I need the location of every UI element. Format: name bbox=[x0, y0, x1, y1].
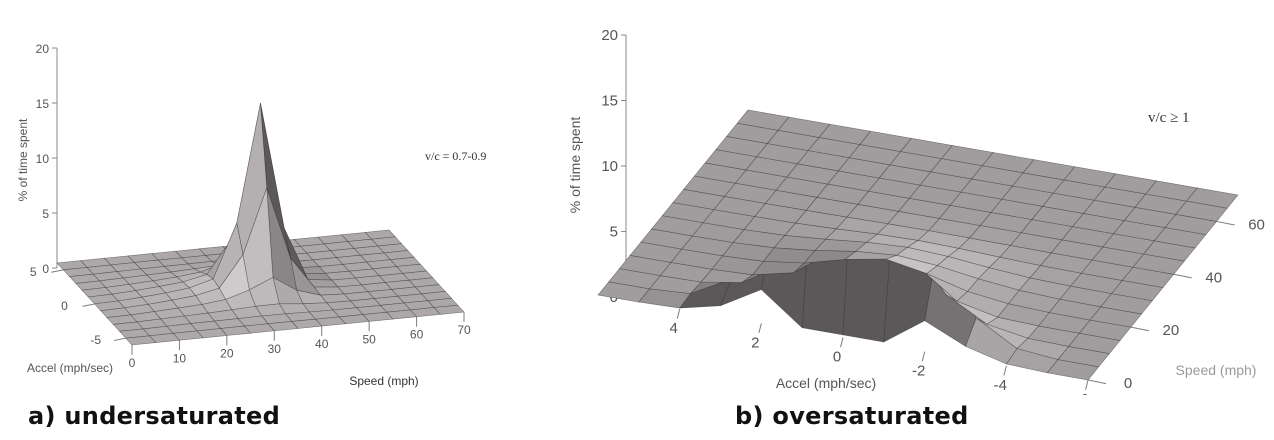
speed-tick-label: 20 bbox=[220, 347, 234, 361]
speed-tick-label: 60 bbox=[410, 328, 424, 342]
accel-tick-label: -6 bbox=[1075, 391, 1088, 395]
accel-tick-mark bbox=[1003, 365, 1007, 376]
accel-tick-mark bbox=[113, 337, 126, 342]
accel-tick-mark bbox=[82, 303, 95, 307]
speed-tick-label: 30 bbox=[268, 342, 282, 356]
chart-panel-undersaturated: 0 5 10 15 20% of time spent 0 10 20 30 40 50 60 70 -5… bbox=[0, 0, 540, 395]
speed-tick-mark bbox=[1173, 273, 1192, 279]
z-tick-label: 10 bbox=[36, 152, 50, 166]
speed-tick-mark bbox=[1216, 220, 1235, 226]
z-tick-label: 15 bbox=[601, 93, 618, 110]
z-axis-label: % of time spent bbox=[567, 117, 583, 214]
z-tick-label: 5 bbox=[42, 207, 49, 221]
z-tick-label: 20 bbox=[601, 27, 618, 44]
accel-axis-label: Accel (mph/sec) bbox=[776, 375, 876, 391]
vc-annotation: v/c = 0.7-0.9 bbox=[425, 149, 486, 163]
caption-oversaturated: b) oversaturated bbox=[735, 402, 969, 430]
accel-axis-label: Accel (mph/sec) bbox=[27, 361, 113, 375]
speed-tick-label: 20 bbox=[1163, 322, 1180, 339]
speed-tick-label: 50 bbox=[362, 332, 376, 346]
accel-tick-label: 2 bbox=[751, 334, 759, 351]
speed-axis-label: Speed (mph) bbox=[349, 374, 418, 388]
accel-tick-label: -4 bbox=[994, 377, 1007, 394]
surface-facet bbox=[736, 109, 790, 131]
speed-tick-mark bbox=[1130, 326, 1149, 332]
z-tick-label: 20 bbox=[36, 42, 50, 56]
speed-tick-label: 70 bbox=[457, 323, 471, 337]
accel-tick-mark bbox=[676, 309, 681, 319]
z-tick-label: 10 bbox=[601, 158, 618, 175]
z-tick-label: 15 bbox=[36, 97, 50, 111]
accel-tick-mark bbox=[921, 351, 926, 362]
speed-tick-label: 0 bbox=[129, 356, 136, 370]
accel-tick-mark bbox=[840, 337, 844, 348]
accel-tick-label: -5 bbox=[90, 333, 101, 347]
caption-undersaturated: a) undersaturated bbox=[28, 402, 281, 430]
accel-tick-label: 0 bbox=[833, 349, 841, 366]
accel-tick-label: 0 bbox=[61, 299, 68, 313]
speed-tick-mark bbox=[1087, 379, 1107, 385]
z-tick-label: 0 bbox=[42, 262, 49, 276]
accel-tick-mark bbox=[1085, 379, 1089, 390]
accel-tick-label: 5 bbox=[30, 265, 37, 279]
speed-tick-label: 40 bbox=[315, 337, 329, 351]
accel-tick-label: -2 bbox=[912, 363, 925, 380]
accel-tick-label: 4 bbox=[669, 320, 677, 337]
accel-tick-mark bbox=[758, 323, 762, 334]
z-axis-label: % of time spent bbox=[16, 118, 30, 201]
vc-annotation: v/c ≥ 1 bbox=[1148, 110, 1190, 126]
z-tick-label: 5 bbox=[610, 224, 618, 241]
speed-axis-label: Speed (mph) bbox=[1176, 362, 1257, 378]
speed-tick-label: 0 bbox=[1124, 375, 1132, 392]
accel-tick-mark bbox=[51, 269, 64, 273]
speed-tick-label: 60 bbox=[1248, 216, 1265, 233]
surface-facet bbox=[125, 335, 157, 346]
speed-tick-label: 10 bbox=[173, 351, 187, 365]
speed-tick-label: 40 bbox=[1205, 269, 1222, 286]
